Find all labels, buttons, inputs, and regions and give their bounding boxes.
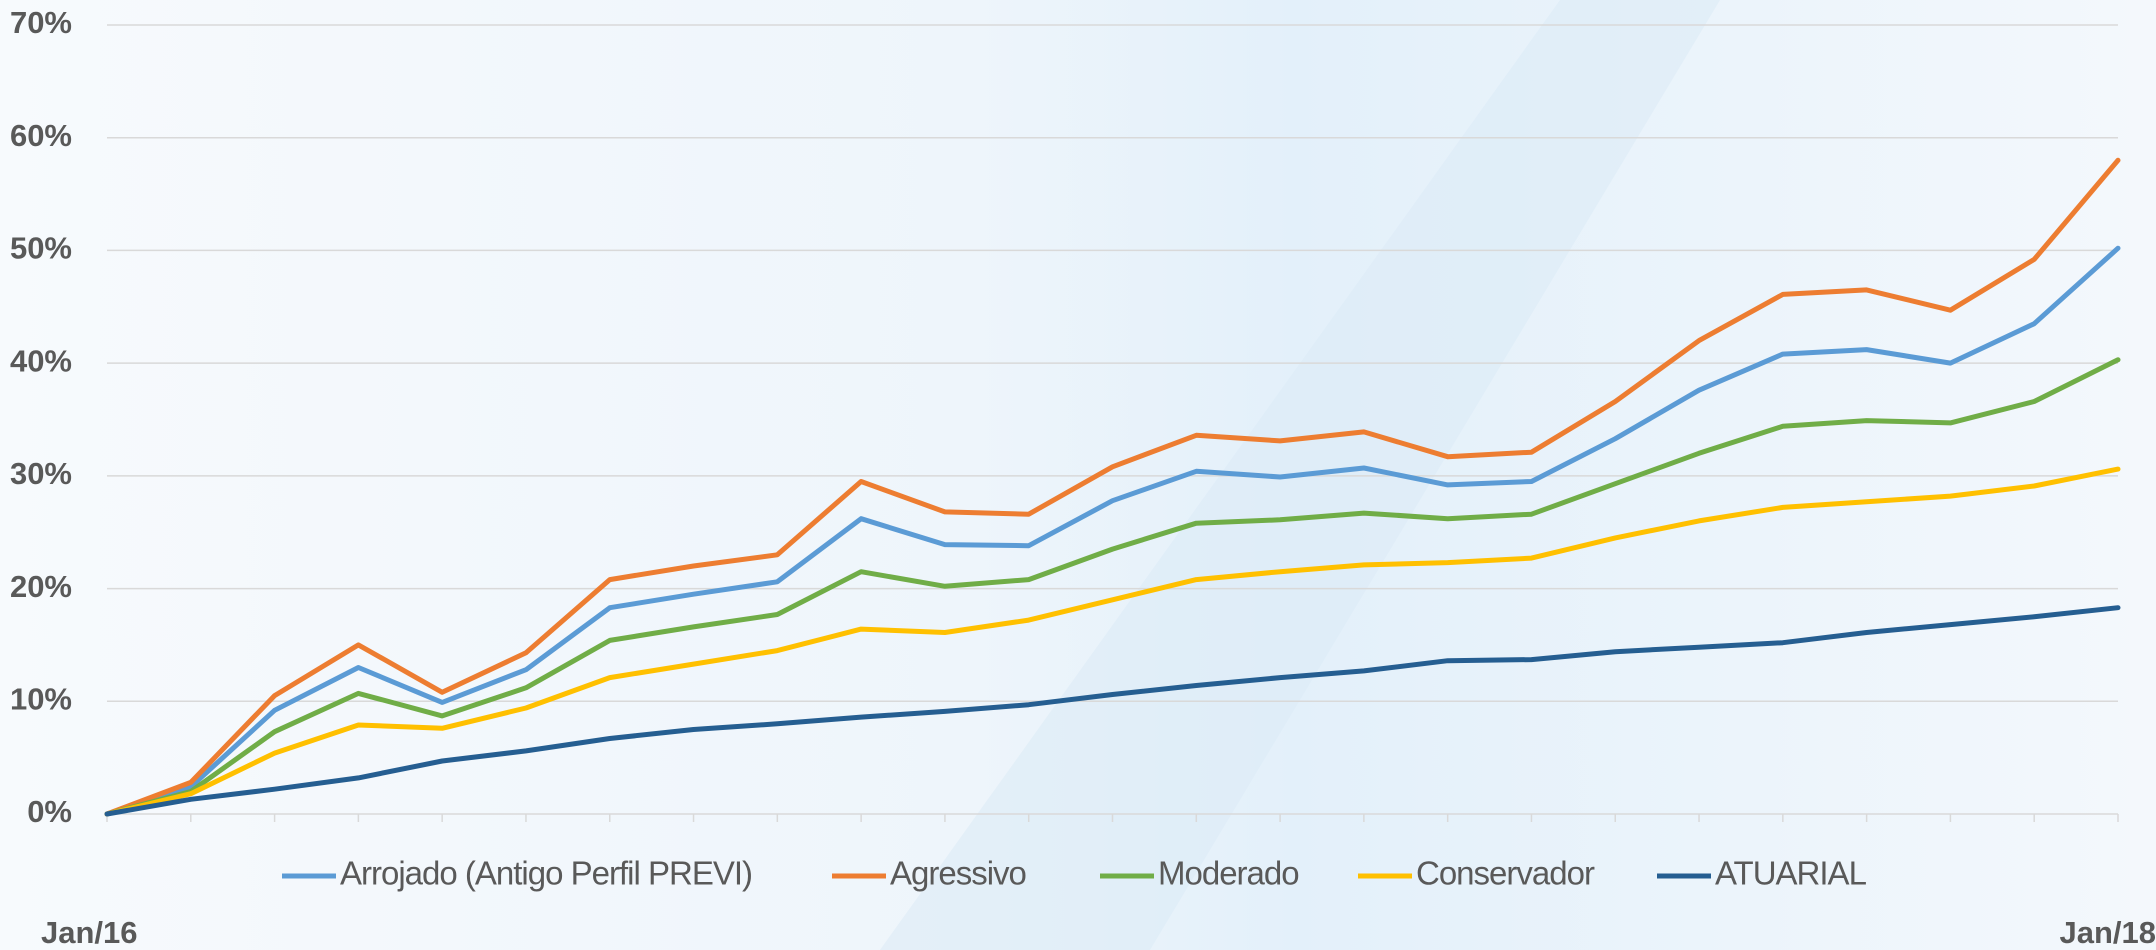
x-tick-label: Jan/18	[2059, 915, 2156, 950]
x-tick-label: Jan/16	[41, 915, 138, 950]
legend-label: ATUARIAL	[1715, 855, 1867, 892]
legend-label: Agressivo	[890, 855, 1026, 892]
series-line	[104, 245, 2121, 817]
y-tick-label: 40%	[10, 343, 72, 378]
series-line	[104, 605, 2121, 817]
y-tick-label: 30%	[10, 456, 72, 491]
legend-label: Arrojado (Antigo Perfil PREVI)	[340, 855, 752, 892]
legend-label: Moderado	[1158, 855, 1299, 892]
y-tick-label: 20%	[10, 569, 72, 604]
y-tick-label: 10%	[10, 681, 72, 716]
legend-label: Conservador	[1416, 855, 1595, 892]
y-tick-label: 70%	[10, 5, 72, 40]
series-line	[104, 466, 2121, 817]
y-tick-label: 0%	[27, 794, 72, 829]
series-line	[104, 357, 2121, 817]
series-line	[104, 157, 2121, 817]
y-tick-label: 60%	[10, 118, 72, 153]
y-tick-label: 50%	[10, 231, 72, 266]
